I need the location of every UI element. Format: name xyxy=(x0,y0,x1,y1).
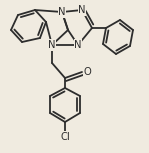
Text: N: N xyxy=(48,40,56,50)
Text: Cl: Cl xyxy=(60,132,70,142)
Text: N: N xyxy=(58,7,66,17)
Text: O: O xyxy=(83,67,91,77)
Text: N: N xyxy=(78,5,86,15)
Text: N: N xyxy=(74,40,82,50)
